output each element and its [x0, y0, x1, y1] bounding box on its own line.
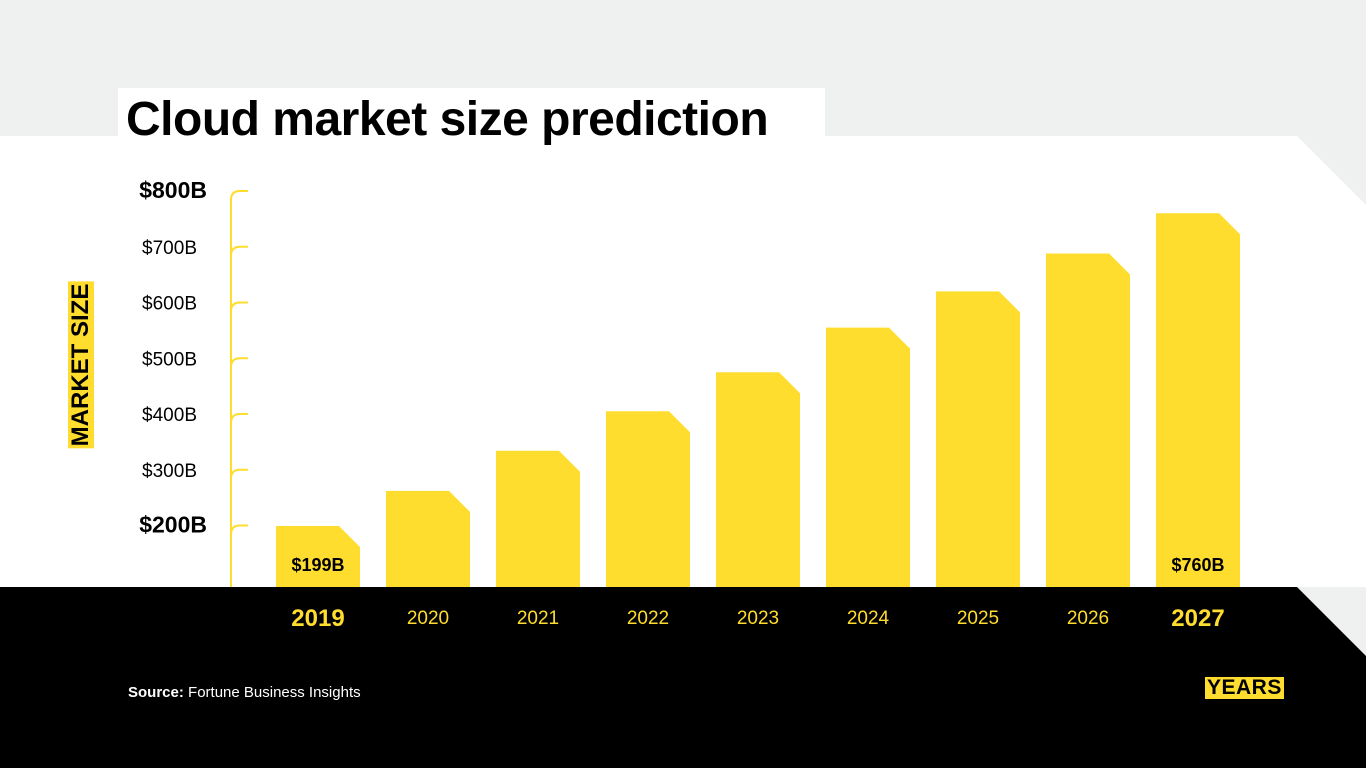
y-tick-mark: [230, 357, 248, 368]
y-tick-mark: [230, 190, 248, 201]
bar-2027: [1156, 213, 1240, 588]
x-axis-title: YEARS: [1205, 676, 1284, 699]
data-label: $760B: [1171, 555, 1224, 575]
x-tick-label: 2026: [1067, 608, 1109, 629]
bar-2024: [826, 327, 910, 587]
y-tick-label: $200B: [139, 512, 207, 538]
data-label: $199B: [291, 555, 344, 575]
x-tick-label: 2019: [291, 605, 344, 632]
y-tick-label: $300B: [142, 461, 197, 482]
x-tick-label: 2025: [957, 608, 999, 629]
y-tick-mark: [230, 245, 248, 256]
bar-2022: [606, 411, 690, 587]
y-tick-label: $500B: [142, 349, 197, 370]
source-label: Source:: [128, 684, 184, 701]
y-tick-mark: [230, 301, 248, 312]
x-tick-label: 2024: [847, 608, 890, 629]
source-text: Fortune Business Insights: [188, 684, 361, 701]
x-tick-label: 2021: [517, 608, 559, 629]
y-tick-mark: [230, 468, 248, 479]
y-tick-mark: [230, 524, 248, 535]
y-tick-label: $400B: [142, 405, 197, 426]
y-tick-label: $600B: [142, 294, 197, 315]
black-footer-panel: [0, 587, 1366, 768]
white-panel: [0, 136, 1366, 587]
title-backdrop: [118, 88, 825, 150]
x-tick-label: 2027: [1171, 605, 1224, 632]
y-tick-mark: [230, 413, 248, 424]
chart-title: Cloud market size prediction: [126, 93, 769, 146]
bar-2020: [386, 490, 470, 587]
bar-2023: [716, 372, 800, 587]
bar-2026: [1046, 253, 1130, 587]
source-note: Source: Fortune Business Insights: [128, 684, 361, 701]
x-tick-label: 2020: [407, 608, 449, 629]
x-tick-label: 2023: [737, 608, 779, 629]
y-tick-label: $800B: [139, 177, 207, 203]
y-tick-label: $700B: [142, 238, 197, 259]
x-tick-label: 2022: [627, 608, 669, 629]
bar-2021: [496, 450, 580, 587]
bar-2025: [936, 291, 1020, 587]
bar-2019: [276, 526, 360, 587]
